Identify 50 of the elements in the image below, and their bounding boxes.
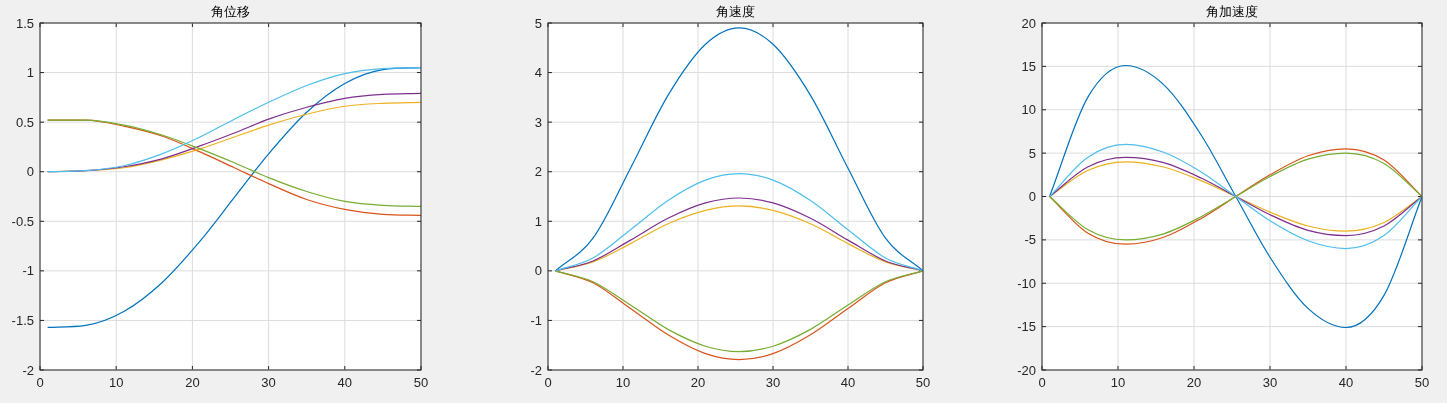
x-tick-label: 10: [1110, 375, 1126, 390]
y-tick-label: 5: [534, 15, 542, 31]
line-series: [47, 67, 421, 173]
y-tick-label: -15: [1017, 319, 1036, 335]
chart-title: 角速度: [716, 4, 755, 19]
line-series: [554, 27, 923, 272]
x-tick-label: 10: [108, 375, 124, 390]
x-tick-label: 20: [185, 375, 200, 390]
y-tick-label: 1: [26, 65, 34, 81]
x-tick-label: 0: [36, 375, 44, 390]
y-tick-label: 0: [534, 263, 542, 279]
x-tick-label: 30: [765, 375, 781, 390]
line-series: [1049, 64, 1422, 329]
x-tick-label: 30: [261, 375, 276, 390]
y-tick-label: -1.5: [11, 312, 34, 328]
y-tick-label: -1: [530, 312, 542, 328]
x-tick-label: 10: [615, 375, 631, 390]
y-tick-label: 0.5: [15, 114, 34, 130]
chart-title: 角位移: [211, 4, 250, 19]
x-tick-label: 40: [840, 375, 856, 390]
x-tick-label: 50: [915, 375, 931, 390]
y-tick-label: 2: [534, 164, 542, 180]
x-tick-label: 40: [337, 375, 353, 390]
x-tick-label: 20: [690, 375, 706, 390]
y-tick-label: 20: [1021, 15, 1036, 31]
y-tick-label: 0: [1028, 189, 1036, 204]
y-tick-label: 0: [26, 164, 34, 180]
y-tick-label: -10: [1017, 275, 1036, 291]
y-tick-label: -2: [22, 362, 34, 378]
y-tick-label: -5: [1024, 232, 1036, 248]
y-tick-label: 15: [1021, 58, 1036, 74]
x-tick-label: 20: [1186, 375, 1202, 390]
y-tick-label: -2: [530, 362, 542, 378]
y-tick-label: 1.5: [15, 15, 34, 31]
x-tick-label: 50: [413, 375, 429, 390]
y-tick-label: 1: [534, 213, 542, 229]
x-tick-label: 50: [1414, 375, 1430, 390]
y-tick-label: -20: [1017, 362, 1036, 378]
y-tick-label: 3: [534, 114, 542, 130]
y-tick-label: 4: [534, 65, 542, 81]
x-tick-label: 30: [1262, 375, 1278, 390]
y-tick-label: 5: [1028, 145, 1036, 161]
y-tick-label: 10: [1021, 102, 1036, 118]
y-tick-label: -1: [22, 263, 34, 279]
chart-title: 角加速度: [1206, 4, 1258, 19]
x-tick-label: 0: [1038, 375, 1046, 390]
y-tick-label: -0.5: [11, 213, 34, 229]
x-tick-label: 0: [544, 375, 552, 390]
line-series: [554, 173, 923, 272]
x-tick-label: 40: [1338, 375, 1354, 390]
